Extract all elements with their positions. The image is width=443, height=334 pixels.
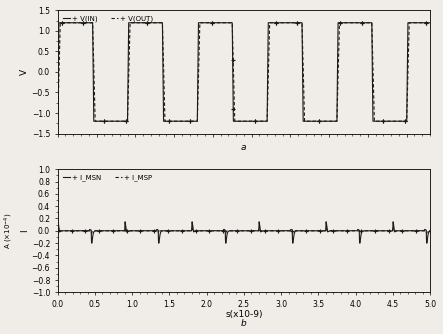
Legend: + I_MSN, + I_MSP: + I_MSN, + I_MSP	[61, 173, 153, 182]
Y-axis label: V: V	[20, 69, 29, 75]
Text: b: b	[241, 319, 247, 328]
Text: A ($\times$10$^{-4}$): A ($\times$10$^{-4}$)	[3, 213, 16, 249]
Y-axis label: I: I	[20, 229, 29, 232]
Legend: + V(IN), + V(OUT): + V(IN), + V(OUT)	[61, 14, 155, 23]
Text: a: a	[241, 143, 247, 152]
X-axis label: s(x10-9): s(x10-9)	[225, 310, 263, 319]
